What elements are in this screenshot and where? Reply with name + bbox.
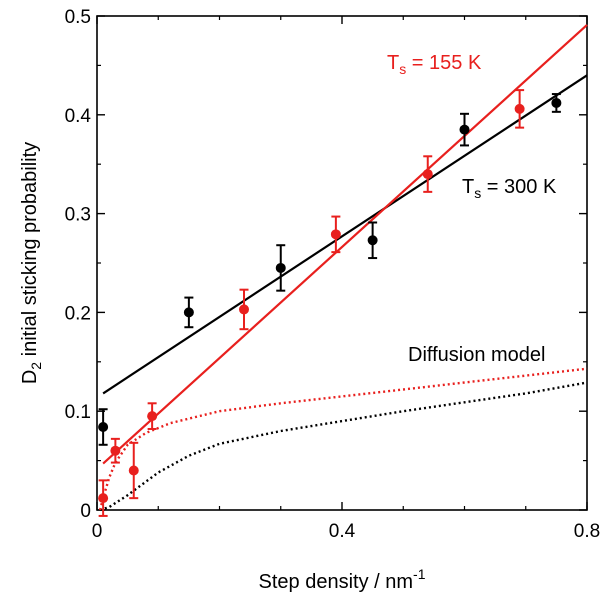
red-data-point [514,103,525,114]
red-data-point [110,445,121,456]
black-data-point [551,97,562,108]
x-axis-label: Step density / nm-1 [259,566,426,593]
red-data-point [239,304,249,315]
y-tick-label: 0.4 [65,106,92,127]
y-axis-label: D2 initial sticking probability [19,142,44,384]
black-data-point [367,235,378,246]
red-label-rest: = 155 K [406,52,482,74]
y-axis-label-sub: 2 [28,362,44,370]
black-data-point [183,307,194,318]
tick-labels: 0 0.4 0.8 0 0.1 0.2 0.3 0.4 0.5 [65,7,601,542]
black-series-label: Ts = 300 K [462,176,557,201]
x-tick-label: 0.8 [574,521,600,542]
red-model-curve [98,367,588,511]
y-tick-label: 0 [80,501,91,522]
diffusion-model-label: Diffusion model [408,344,545,366]
y-tick-label: 0.5 [65,7,91,28]
linear-fit-lines [102,24,588,465]
x-axis-label-sup: -1 [413,566,426,582]
red-data-point [330,229,341,240]
x-tick-label: 0.4 [329,521,356,542]
y-tick-label: 0.1 [65,402,91,423]
y-tick-label: 0.3 [65,205,91,226]
x-axis-label-main: Step density / nm [259,571,414,593]
black-label-t: T [462,176,474,198]
black-data-point [275,262,286,273]
y-tick-label: 0.2 [65,303,91,324]
red-label-sub: s [399,61,406,77]
red-data-point [128,465,139,476]
diffusion-model-curves [98,367,588,512]
red-series-label: Ts = 155 K [387,52,482,77]
red-data-point [147,411,158,422]
red-fit-line [102,24,588,465]
black-data-point [98,422,109,433]
black-label-rest: = 300 K [481,176,557,198]
black-label-sub: s [474,185,481,201]
y-axis-label-d: D [19,370,41,384]
red-label-t: T [387,52,399,74]
red-data-point [98,493,109,504]
black-fit-line [102,74,588,395]
red-data-point [422,169,433,180]
y-axis-label-rest: initial sticking probability [19,142,41,362]
error-bars [98,89,561,517]
axis-ticks [96,15,588,511]
black-model-curve [99,381,588,512]
x-tick-label: 0 [92,521,103,542]
data-points [98,97,562,504]
black-data-point [459,124,470,135]
